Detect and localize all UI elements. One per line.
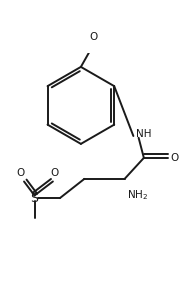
Text: O: O (51, 168, 59, 178)
Text: S: S (30, 192, 39, 204)
Text: O: O (170, 152, 179, 162)
Text: O: O (17, 168, 25, 178)
Text: NH$_2$: NH$_2$ (127, 188, 148, 202)
Text: O: O (89, 32, 97, 42)
Text: NH: NH (136, 129, 152, 139)
